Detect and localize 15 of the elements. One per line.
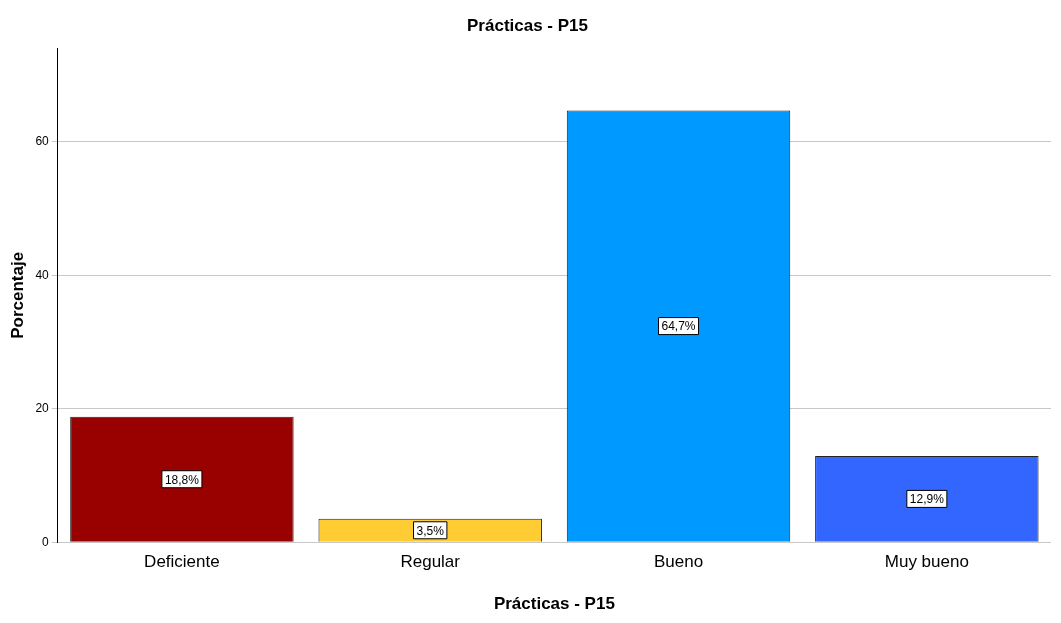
data-label: 3,5% bbox=[416, 523, 445, 538]
y-tick-label: 20 bbox=[35, 401, 50, 416]
data-label: 12,9% bbox=[909, 492, 945, 507]
x-axis-title: Prácticas - P15 bbox=[493, 594, 615, 614]
y-tick-label: 0 bbox=[42, 534, 50, 549]
y-tick-label: 40 bbox=[35, 267, 50, 282]
x-tick-label: Muy bueno bbox=[884, 552, 969, 572]
y-axis-title: Porcentaje bbox=[7, 251, 27, 339]
data-label: 64,7% bbox=[661, 319, 696, 334]
x-tick-label: Regular bbox=[400, 552, 461, 572]
data-label: 18,8% bbox=[164, 472, 200, 487]
x-tick-label: Bueno bbox=[653, 552, 704, 572]
chart-title: Prácticas - P15 bbox=[467, 15, 588, 35]
x-tick-label: Deficiente bbox=[144, 552, 220, 572]
y-tick-label: 60 bbox=[35, 134, 50, 149]
